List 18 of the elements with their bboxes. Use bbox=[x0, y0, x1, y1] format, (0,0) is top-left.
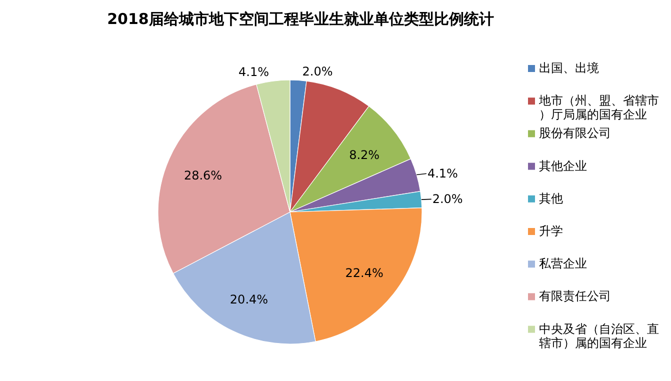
data-label: 20.4% bbox=[230, 292, 268, 307]
data-label: 2.0% bbox=[302, 64, 333, 78]
data-label: 22.4% bbox=[345, 266, 384, 280]
legend-label: 地市（州、盟、省辖市）厅局属的国有企业 bbox=[538, 94, 659, 122]
legend-label: 升学 bbox=[539, 224, 563, 238]
data-label: 28.6% bbox=[184, 168, 222, 183]
data-label: 4.1% bbox=[427, 166, 458, 181]
legend-label: 其他 bbox=[539, 191, 563, 206]
data-label: 2.0% bbox=[432, 192, 463, 206]
data-label: 4.1% bbox=[238, 65, 270, 80]
legend-label: 私营企业 bbox=[539, 256, 587, 271]
data-label: 8.2% bbox=[349, 148, 380, 162]
chart-title: 2018届给城市地下空间工程毕业生就业单位类型比例统计 bbox=[107, 10, 494, 28]
legend-label: 股份有限公司 bbox=[539, 126, 611, 140]
legend-label: 其他企业 bbox=[539, 158, 587, 173]
legend-label: 出国、出境 bbox=[539, 61, 599, 75]
legend-label: 中央及省（自治区、直辖市）属的国有企业 bbox=[539, 322, 659, 350]
legend-label: 有限责任公司 bbox=[539, 289, 611, 304]
